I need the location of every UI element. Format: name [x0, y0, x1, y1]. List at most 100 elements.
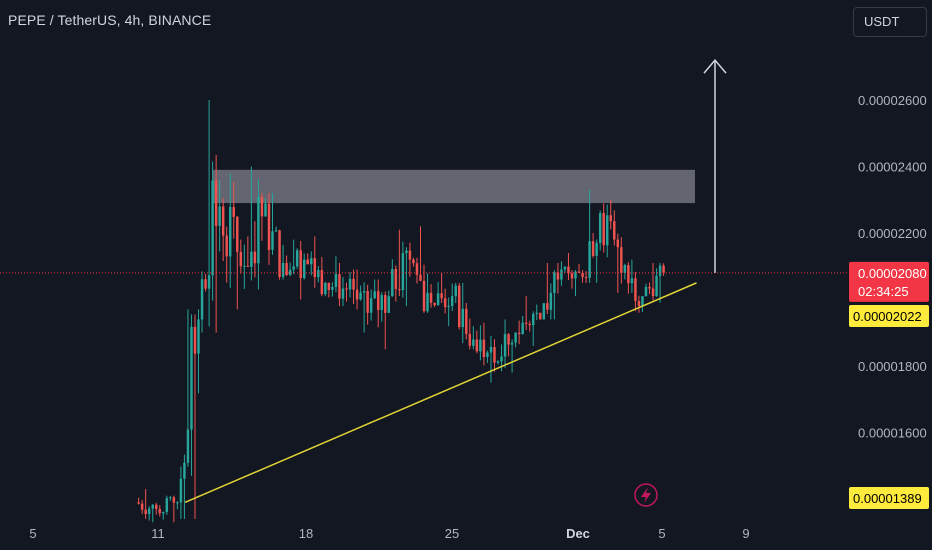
candle-body [250, 251, 253, 267]
candle-body [236, 216, 239, 252]
candle-body [507, 334, 510, 345]
candle-body [553, 272, 556, 293]
candle-body [169, 497, 172, 499]
candle-body [408, 250, 412, 260]
candle-body [514, 332, 517, 343]
candle-body [588, 241, 591, 278]
price-tag-label: 0.00001389 [853, 491, 922, 506]
candle-body [637, 301, 641, 307]
candle-body [376, 291, 380, 310]
candle-body [532, 314, 535, 326]
candle-body [366, 291, 369, 313]
candle-body [352, 278, 355, 290]
candle-body [207, 275, 211, 289]
lightning-icon[interactable] [634, 483, 658, 507]
candle-body [461, 308, 465, 328]
y-tick-label: 0.00001600 [858, 426, 927, 441]
candle-body [482, 339, 486, 358]
current-price-tag [849, 261, 929, 302]
candle-body [454, 285, 457, 297]
candle-body [246, 265, 250, 267]
candle-body [158, 508, 161, 514]
candle-body [214, 180, 218, 226]
candle-body [288, 269, 292, 276]
candle-body [200, 279, 204, 320]
candle-body [320, 270, 324, 295]
candle-body [313, 258, 317, 278]
candle-body [271, 231, 274, 250]
candle-body [560, 269, 563, 280]
candle-body [648, 286, 651, 289]
candle-body [299, 250, 302, 279]
candle-body [362, 291, 366, 293]
candle-body [472, 339, 475, 346]
candle-body [605, 215, 609, 246]
candle-body [412, 259, 415, 264]
candle-body [436, 293, 440, 306]
candle-body [602, 213, 605, 246]
candle-body [493, 347, 496, 363]
candle-body [616, 239, 620, 248]
x-tick-label: 5 [658, 526, 665, 541]
candle-body [489, 347, 493, 353]
candle-body [641, 296, 644, 307]
candle-body [450, 296, 454, 306]
candle-body [662, 265, 665, 273]
candle-body [225, 235, 228, 257]
candle-body [369, 298, 373, 313]
candle-body [426, 292, 429, 312]
candle-body [183, 462, 186, 479]
candle-body [620, 247, 623, 273]
candle-body [486, 352, 489, 358]
candle-body [186, 429, 190, 463]
candle-body [465, 308, 468, 334]
candle-body [243, 265, 246, 267]
candle-body [176, 502, 179, 504]
candle-body [479, 339, 482, 352]
x-tick-label: 25 [445, 526, 459, 541]
candle-body [567, 266, 570, 274]
candle-body [539, 312, 542, 320]
candle-body [144, 509, 147, 515]
candle-body [415, 263, 419, 275]
candle-body [228, 207, 232, 257]
x-tick-label: Dec [566, 526, 590, 541]
candle-body [190, 326, 193, 430]
candle-body [517, 332, 521, 335]
candle-body [598, 213, 602, 243]
candle-body [443, 298, 447, 307]
candle-body [253, 251, 257, 264]
candle-body [281, 262, 285, 277]
candle-body [546, 303, 549, 310]
candle-body [535, 312, 538, 315]
x-tick-label: 5 [29, 526, 36, 541]
candle-body [521, 322, 524, 335]
candle-body [627, 265, 630, 284]
candle-body [584, 277, 588, 279]
candle-body [577, 271, 581, 273]
candle-body [317, 270, 320, 278]
candle-body [623, 265, 627, 273]
candle-body [373, 291, 376, 299]
resistance-zone[interactable] [212, 169, 695, 204]
current-price-label: 0.00002080 [858, 266, 927, 281]
candle-body [302, 259, 306, 279]
candle-body [574, 271, 577, 279]
candle-body [359, 292, 362, 300]
candle-body [447, 305, 450, 307]
y-tick-label: 0.00001800 [858, 359, 927, 374]
countdown-label: 02:34:25 [858, 284, 909, 299]
candle-body [655, 275, 658, 297]
candle-body [384, 295, 387, 313]
candle-body [327, 282, 331, 290]
candle-body [324, 282, 327, 295]
ascending-trendline[interactable] [184, 282, 697, 504]
candle-body [563, 266, 567, 270]
candle-body [609, 215, 612, 222]
x-tick-label: 9 [742, 526, 749, 541]
candle-body [278, 230, 281, 277]
candle-body [211, 180, 214, 276]
currency-button[interactable]: USDT [853, 7, 927, 37]
candle-body [338, 274, 341, 299]
